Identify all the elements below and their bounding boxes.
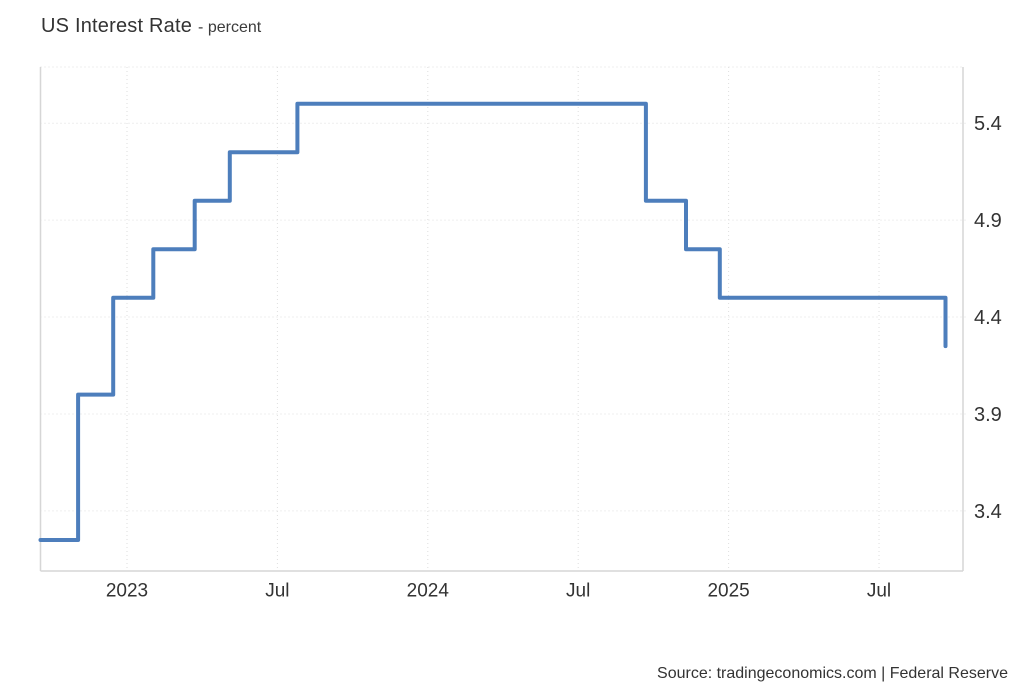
interest-rate-line — [38, 101, 948, 542]
chart-title: US Interest Rate — [41, 15, 193, 37]
chart-plot-area: 5.4 4.9 4.4 3.9 3.4 2023 Jul 2024 Jul 2025 Jul — [38, 66, 1002, 602]
gridlines-layer — [40, 67, 968, 571]
chart-header: US Interest Rate - percent — [41, 15, 261, 38]
y-tick-label: 3.4 — [974, 501, 1002, 523]
y-tick-label: 4.9 — [974, 210, 1002, 232]
x-tick-label: Jul — [566, 581, 590, 602]
x-tick-label: 2025 — [707, 581, 749, 602]
series-layer — [38, 101, 948, 542]
x-tick-label: Jul — [867, 581, 891, 602]
source-attribution: Source: tradingeconomics.com | Federal R… — [657, 665, 1008, 682]
axis-labels-layer: 5.4 4.9 4.4 3.9 3.4 2023 Jul 2024 Jul 2025 Jul — [106, 113, 1002, 601]
x-tick-label: 2023 — [106, 581, 148, 602]
plot-border-layer — [39, 66, 964, 572]
y-tick-label: 5.4 — [974, 113, 1002, 135]
chart-subtitle: - percent — [198, 19, 262, 36]
y-tick-label: 3.9 — [974, 404, 1002, 426]
y-tick-label: 4.4 — [974, 307, 1002, 329]
x-tick-label: 2024 — [407, 581, 450, 602]
x-tick-label: Jul — [265, 581, 289, 602]
